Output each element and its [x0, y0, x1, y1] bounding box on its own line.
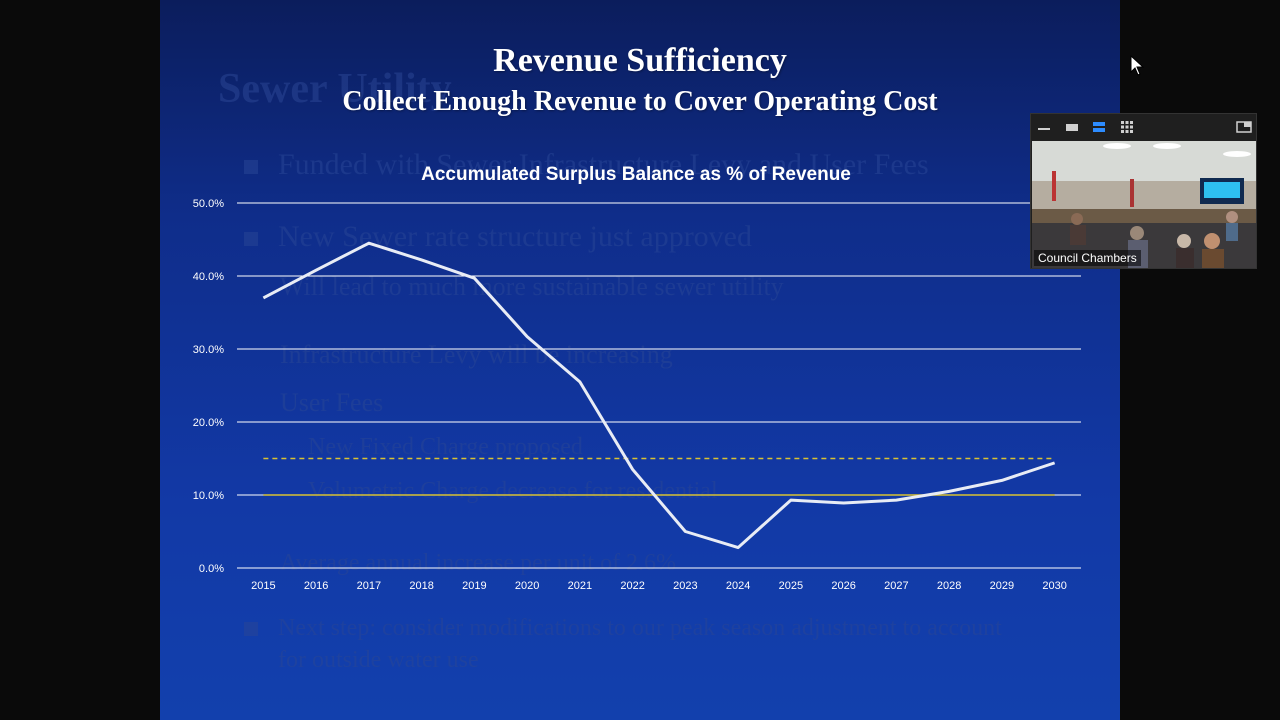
faded-bullet: New Sewer rate structure just approved: [244, 220, 752, 254]
surplus-series-line: [262, 241, 1056, 550]
speaker-view-icon[interactable]: [1092, 120, 1106, 134]
series-lines: [262, 241, 1056, 550]
x-tick-label: 2021: [568, 580, 592, 592]
faded-heading: Sewer Utility: [218, 66, 452, 112]
y-tick-label: 30.0%: [193, 344, 224, 356]
faded-bullet: Funded with Sewer Infrastructure Levy an…: [244, 148, 929, 182]
x-tick-label: 2029: [990, 580, 1014, 592]
slide-subtitle: Collect Enough Revenue to Cover Operatin…: [342, 86, 938, 117]
hide-video-icon[interactable]: [1065, 120, 1079, 134]
zoom-toolbar: [1031, 114, 1256, 140]
mouse-cursor-icon: [1130, 55, 1145, 76]
x-axis-ticks: 2015 2016 2017 2018 2019 2020 2021 2022 2023 2024…: [251, 580, 1067, 592]
x-tick-label: 2018: [409, 580, 433, 592]
x-tick-label: 2028: [937, 580, 961, 592]
x-tick-label: 2022: [620, 580, 644, 592]
participant-video: Council Chambers: [1032, 141, 1256, 268]
faded-bullet: User Fees: [280, 388, 384, 417]
x-tick-label: 2023: [673, 580, 697, 592]
y-tick-label: 20.0%: [193, 417, 224, 429]
y-tick-label: 50.0%: [193, 198, 224, 210]
exit-fullscreen-icon[interactable]: [1236, 120, 1252, 134]
x-tick-label: 2025: [779, 580, 803, 592]
x-tick-label: 2030: [1042, 580, 1066, 592]
faded-bullet: Average annual increase per unit of 2.6%: [280, 550, 677, 576]
slide-title: Revenue Sufficiency: [493, 42, 787, 79]
presentation-slide: Sewer Utility Funded with Sewer Infrastr…: [160, 0, 1120, 720]
x-tick-label: 2026: [831, 580, 855, 592]
y-axis-ticks: 0.0% 10.0% 20.0% 30.0% 40.0% 50.0%: [193, 198, 224, 575]
council-chambers-scene: [1032, 141, 1256, 268]
minimize-icon[interactable]: [1037, 120, 1051, 134]
line-chart: Accumulated Surplus Balance as % of Reve…: [193, 164, 1081, 592]
faded-bullet: Next step: consider modifications to our…: [244, 612, 1002, 676]
faded-bullet: Will lead to much more sustainable sewer…: [280, 272, 784, 301]
x-tick-label: 2016: [304, 580, 328, 592]
y-tick-label: 10.0%: [193, 490, 224, 502]
chart-title: Accumulated Surplus Balance as % of Reve…: [421, 164, 851, 185]
y-tick-label: 40.0%: [193, 271, 224, 283]
y-tick-label: 0.0%: [199, 563, 224, 575]
x-tick-label: 2017: [357, 580, 381, 592]
x-tick-label: 2024: [726, 580, 750, 592]
faded-bullet: Infrastructure Levy will be increasing: [280, 340, 673, 369]
x-tick-label: 2027: [884, 580, 908, 592]
gallery-view-icon[interactable]: [1120, 120, 1134, 134]
x-tick-label: 2015: [251, 580, 275, 592]
faded-bullet: New Fixed Charge proposed: [308, 434, 583, 460]
gridlines: [237, 202, 1081, 569]
x-tick-label: 2020: [515, 580, 539, 592]
zoom-video-window[interactable]: Council Chambers: [1030, 113, 1257, 269]
x-tick-label: 2019: [462, 580, 486, 592]
participant-name-label: Council Chambers: [1034, 250, 1141, 266]
